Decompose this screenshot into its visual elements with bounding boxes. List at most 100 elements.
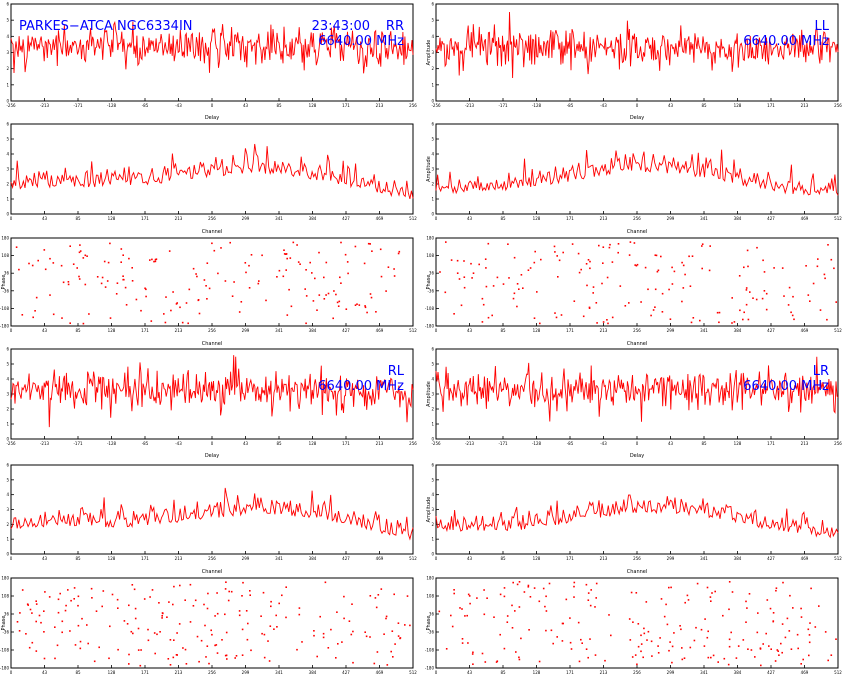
phase-point bbox=[657, 645, 659, 647]
phase-point bbox=[814, 626, 817, 628]
phase-point bbox=[397, 622, 400, 624]
phase-point bbox=[580, 268, 582, 271]
phase-point bbox=[377, 594, 380, 596]
phase-point bbox=[589, 267, 591, 270]
phase-point bbox=[21, 589, 24, 591]
phase-point bbox=[341, 641, 343, 643]
phase-point bbox=[682, 287, 685, 289]
phase-point bbox=[759, 647, 762, 649]
phase-point bbox=[775, 589, 777, 592]
phase-point bbox=[671, 266, 673, 269]
phase-point bbox=[774, 660, 777, 662]
x-tick-label: 256 bbox=[208, 556, 216, 561]
x-tick-label: -256 bbox=[431, 441, 441, 446]
phase-point bbox=[506, 615, 509, 617]
phase-point bbox=[73, 598, 75, 600]
phase-point bbox=[52, 262, 55, 264]
phase-point bbox=[189, 621, 192, 623]
phase-point bbox=[221, 639, 223, 641]
phase-point bbox=[390, 650, 392, 653]
phase-point bbox=[781, 267, 784, 269]
x-tick-label: 512 bbox=[409, 328, 417, 333]
phase-point bbox=[54, 626, 56, 628]
phase-point bbox=[164, 321, 167, 324]
y-tick-label: 3 bbox=[431, 392, 434, 397]
phase-point bbox=[471, 277, 473, 279]
y-tick-label: 4 bbox=[431, 152, 434, 157]
phase-point bbox=[582, 315, 585, 318]
phase-point bbox=[270, 605, 272, 608]
phase-point bbox=[282, 275, 285, 278]
phase-point bbox=[354, 245, 357, 248]
phase-point bbox=[318, 251, 320, 254]
x-tick-label: -43 bbox=[600, 103, 607, 108]
phase-point bbox=[786, 617, 789, 620]
y-tick-label: 5 bbox=[431, 362, 434, 367]
phase-point bbox=[35, 296, 38, 299]
phase-point bbox=[683, 657, 686, 659]
phase-point bbox=[731, 297, 733, 299]
x-tick-label: 128 bbox=[309, 103, 317, 108]
phase-point bbox=[205, 285, 207, 287]
phase-point bbox=[207, 592, 209, 595]
phase-point bbox=[456, 259, 459, 262]
y-axis-label: Amplitude bbox=[426, 497, 432, 523]
phase-point bbox=[760, 664, 762, 667]
x-tick-label: 256 bbox=[409, 103, 417, 108]
phase-point bbox=[763, 271, 766, 273]
phase-point bbox=[170, 309, 172, 312]
phase-point bbox=[128, 604, 130, 607]
phase-point bbox=[481, 297, 484, 300]
x-tick-label: 128 bbox=[734, 441, 742, 446]
phase-point bbox=[278, 602, 280, 605]
phase-point bbox=[211, 242, 213, 245]
phase-point bbox=[267, 640, 269, 642]
phase-point bbox=[644, 266, 647, 269]
y-tick-label: -108 bbox=[0, 306, 9, 311]
y-tick-label: 6 bbox=[6, 347, 9, 352]
x-tick-label: 0 bbox=[10, 670, 13, 675]
phase-point bbox=[700, 628, 703, 631]
phase-point bbox=[745, 303, 748, 306]
phase-point bbox=[706, 636, 709, 639]
y-tick-label: 0 bbox=[6, 437, 9, 442]
y-tick-label: -108 bbox=[425, 306, 435, 311]
phase-point bbox=[206, 607, 209, 610]
phase-point bbox=[668, 288, 670, 291]
x-tick-label: 85 bbox=[276, 441, 282, 446]
phase-point bbox=[305, 295, 308, 297]
x-tick-label: 85 bbox=[276, 103, 282, 108]
phase-point bbox=[241, 595, 243, 597]
phase-point bbox=[722, 614, 724, 617]
phase-point bbox=[220, 247, 222, 249]
phase-point bbox=[363, 262, 366, 265]
y-tick-label: 36 bbox=[429, 271, 435, 276]
phase-point bbox=[296, 648, 298, 651]
phase-point bbox=[660, 598, 663, 600]
phase-point bbox=[82, 322, 85, 325]
phase-point bbox=[689, 646, 692, 649]
phase-point bbox=[143, 598, 146, 600]
phase-point bbox=[244, 262, 247, 264]
phase-point bbox=[706, 586, 709, 589]
phase-point bbox=[634, 654, 637, 656]
x-tick-label: 299 bbox=[667, 216, 675, 221]
phase-point bbox=[617, 251, 619, 254]
phase-point bbox=[611, 316, 614, 319]
phase-point bbox=[385, 615, 388, 618]
x-axis-label: Channel bbox=[627, 229, 648, 235]
phase-point bbox=[316, 655, 318, 658]
phase-point bbox=[781, 651, 783, 654]
phase-point bbox=[352, 661, 354, 664]
phase-point bbox=[95, 610, 98, 612]
phase-point bbox=[731, 322, 733, 324]
phase-point bbox=[371, 250, 373, 252]
phase-point bbox=[108, 657, 110, 660]
phase-point bbox=[780, 642, 782, 645]
phase-point bbox=[718, 321, 720, 324]
phase-point bbox=[765, 308, 768, 311]
y-axis-label: Phase bbox=[1, 616, 7, 631]
phase-point bbox=[518, 606, 521, 608]
phase-point bbox=[351, 603, 353, 605]
